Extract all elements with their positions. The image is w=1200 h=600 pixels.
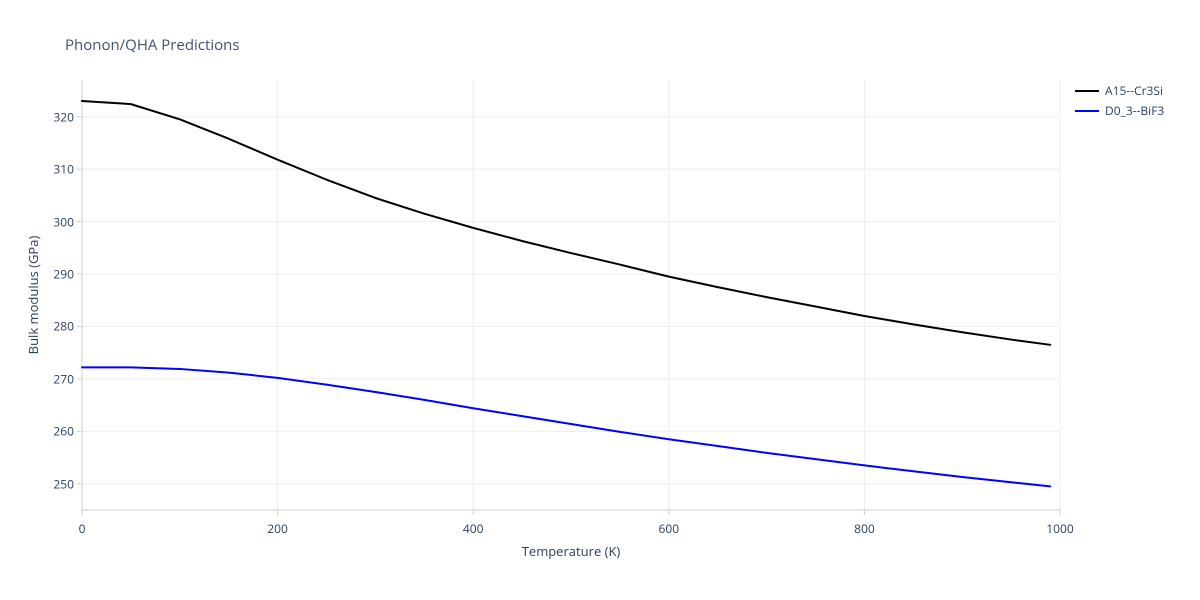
x-axis-label: Temperature (K) xyxy=(471,542,671,560)
x-tick-label: 800 xyxy=(854,520,875,537)
series-line-D0_3--BiF3[interactable] xyxy=(82,367,1050,486)
y-tick-label: 260 xyxy=(34,423,74,440)
series-line-A15--Cr3Si[interactable] xyxy=(82,101,1050,345)
legend-item[interactable]: A15--Cr3Si xyxy=(1075,82,1163,99)
x-tick-label: 200 xyxy=(267,520,288,537)
x-tick-label: 600 xyxy=(659,520,680,537)
legend-label: A15--Cr3Si xyxy=(1105,82,1163,99)
legend-label: D0_3--BiF3 xyxy=(1105,102,1164,119)
y-tick-label: 290 xyxy=(34,266,74,283)
legend-swatch xyxy=(1075,110,1099,112)
y-tick-label: 310 xyxy=(34,161,74,178)
plot-svg xyxy=(0,0,1200,600)
y-tick-label: 300 xyxy=(34,213,74,230)
legend-item[interactable]: D0_3--BiF3 xyxy=(1075,102,1164,119)
x-tick-label: 400 xyxy=(463,520,484,537)
y-tick-label: 250 xyxy=(34,475,74,492)
y-tick-label: 280 xyxy=(34,318,74,335)
y-tick-label: 270 xyxy=(34,370,74,387)
legend-swatch xyxy=(1075,90,1099,92)
y-tick-label: 320 xyxy=(34,108,74,125)
x-tick-label: 1000 xyxy=(1046,520,1073,537)
x-tick-label: 0 xyxy=(79,520,86,537)
